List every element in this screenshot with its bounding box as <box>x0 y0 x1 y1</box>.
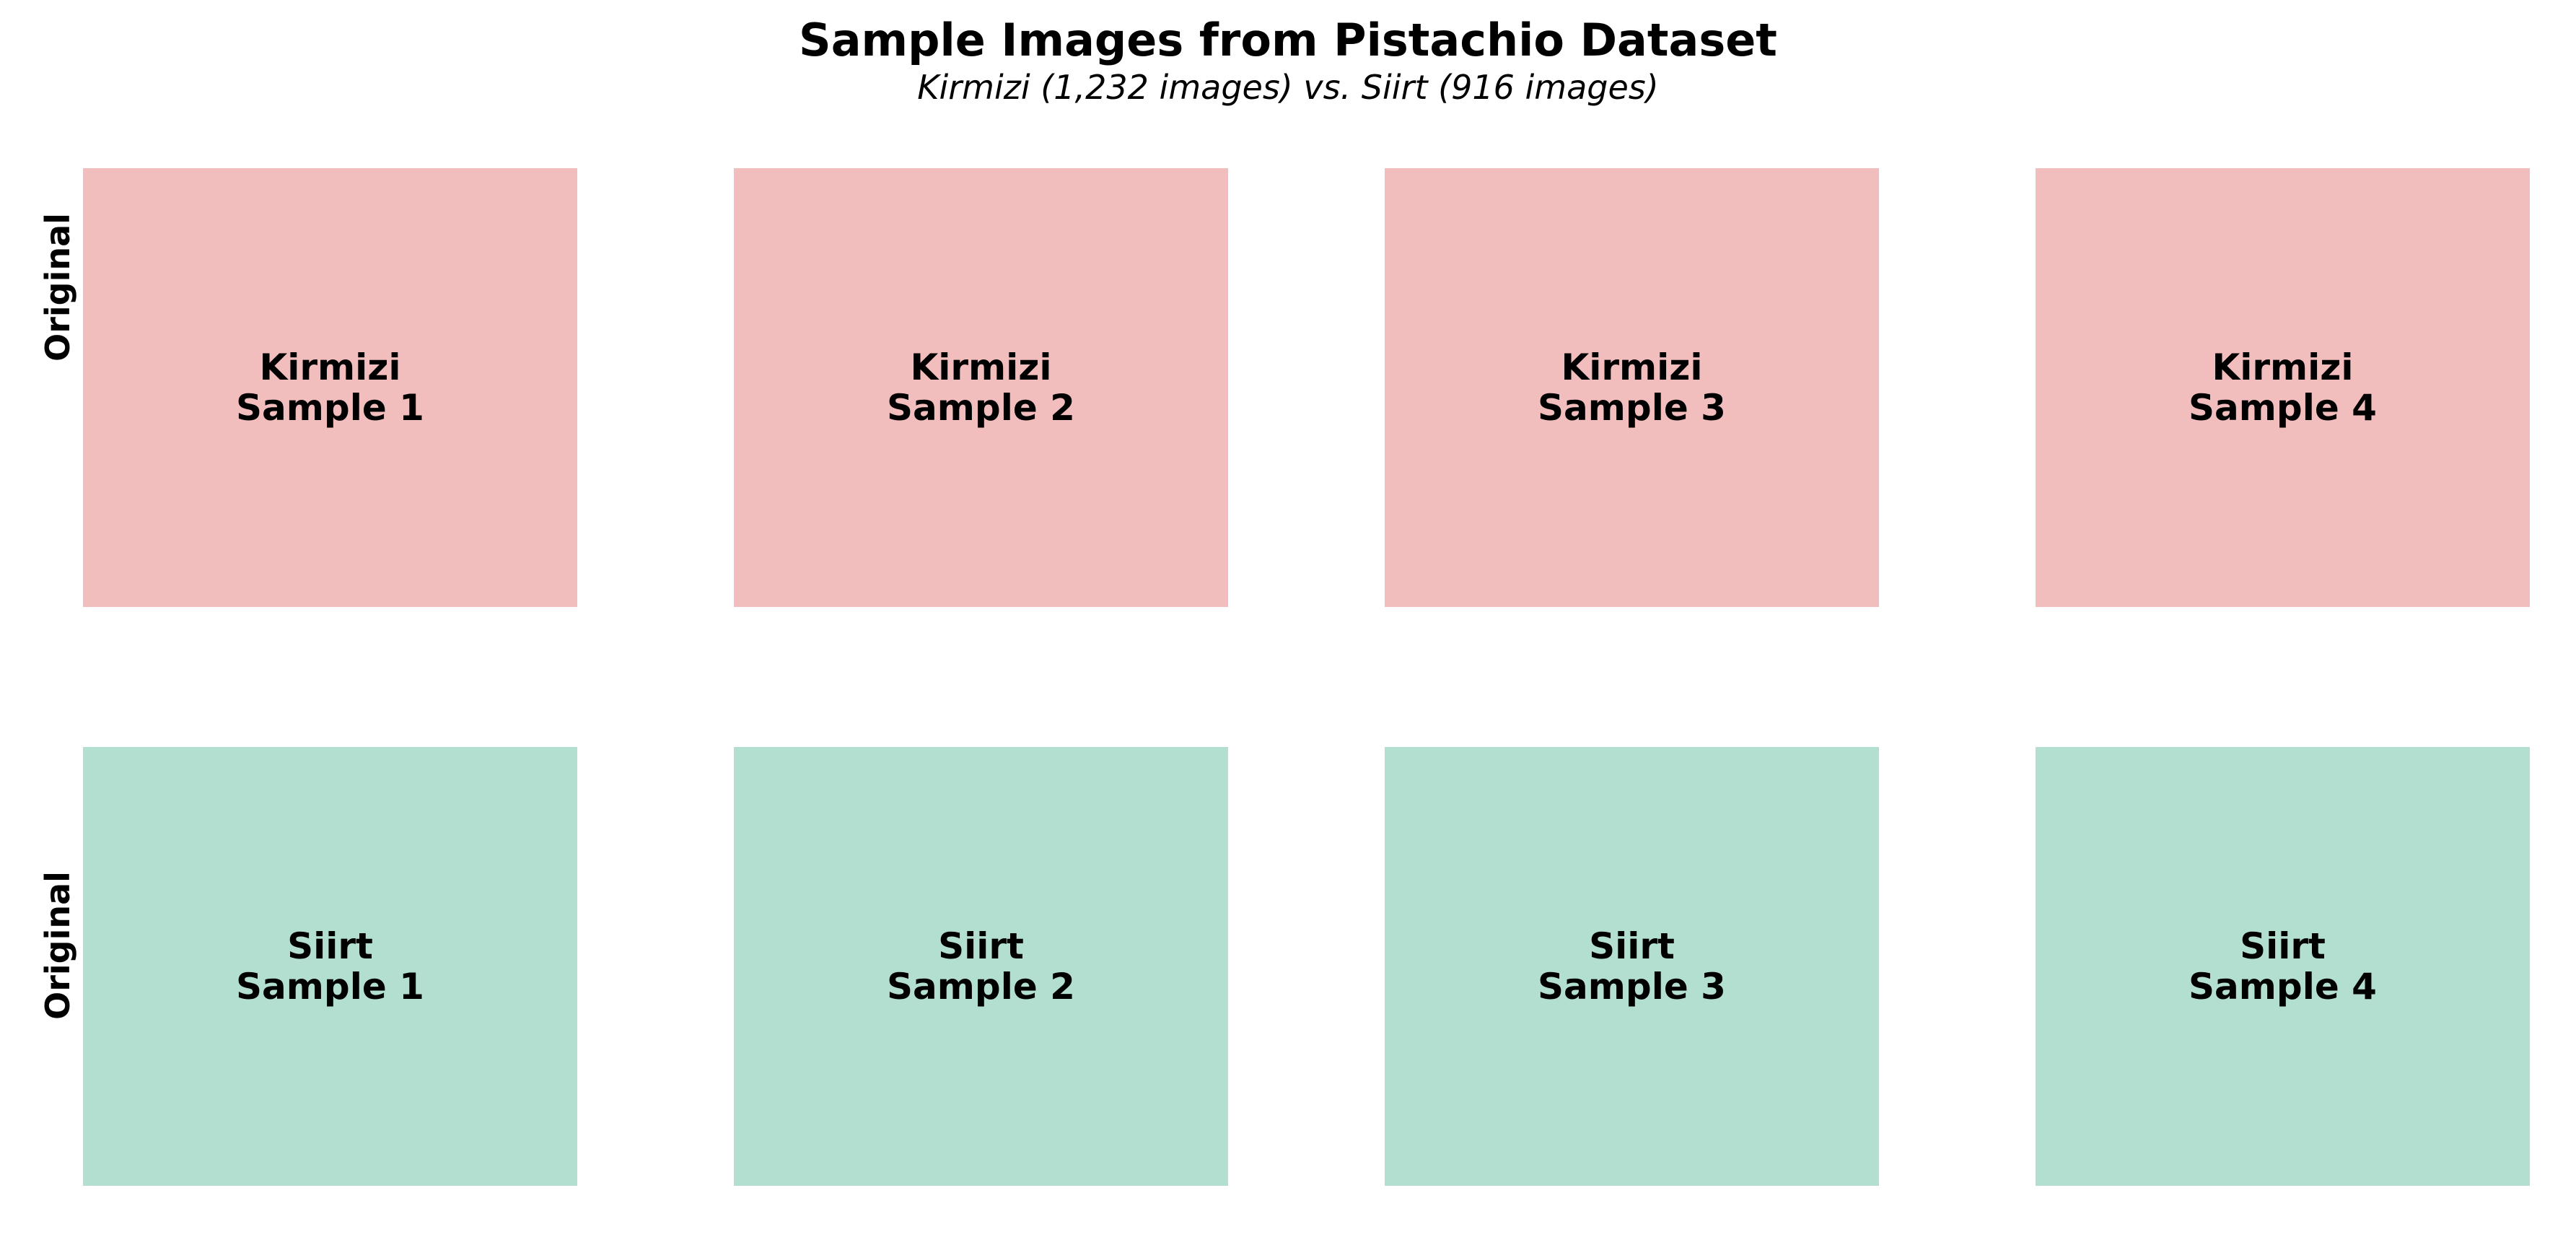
panel-sample-number: Sample 3 <box>1538 387 1726 429</box>
panel-class-name: Siirt <box>1589 925 1675 967</box>
panel-class-name: Siirt <box>2240 925 2326 967</box>
figure-subtitle: Kirmizi (1,232 images) vs. Siirt (916 im… <box>917 68 1659 107</box>
panel-class-name: Kirmizi <box>2212 346 2354 388</box>
kirmizi-sample-3-panel: Kirmizi Sample 3 <box>1385 168 1879 607</box>
panel-sample-number: Sample 3 <box>1538 966 1726 1008</box>
siirt-sample-2-label: Siirt Sample 2 <box>887 926 1075 1007</box>
siirt-sample-1-label: Siirt Sample 1 <box>236 926 424 1007</box>
panel-class-name: Kirmizi <box>259 346 401 388</box>
panel-sample-number: Sample 2 <box>887 966 1075 1008</box>
siirt-sample-2-panel: Siirt Sample 2 <box>734 747 1228 1186</box>
panel-class-name: Kirmizi <box>910 346 1052 388</box>
kirmizi-sample-1-label: Kirmizi Sample 1 <box>236 347 424 428</box>
panel-sample-number: Sample 4 <box>2189 387 2377 429</box>
siirt-sample-3-label: Siirt Sample 3 <box>1538 926 1726 1007</box>
panel-class-name: Siirt <box>938 925 1024 967</box>
siirt-sample-4-panel: Siirt Sample 4 <box>2036 747 2530 1186</box>
panel-sample-number: Sample 2 <box>887 387 1075 429</box>
siirt-sample-1-panel: Siirt Sample 1 <box>83 747 577 1186</box>
panel-sample-number: Sample 4 <box>2189 966 2377 1008</box>
siirt-sample-3-panel: Siirt Sample 3 <box>1385 747 1879 1186</box>
figure-title: Sample Images from Pistachio Dataset <box>799 14 1777 66</box>
panel-sample-number: Sample 1 <box>236 387 424 429</box>
kirmizi-sample-1-panel: Kirmizi Sample 1 <box>83 168 577 607</box>
panel-class-name: Kirmizi <box>1561 346 1703 388</box>
panel-sample-number: Sample 1 <box>236 966 424 1008</box>
kirmizi-sample-2-panel: Kirmizi Sample 2 <box>734 168 1228 607</box>
kirmizi-sample-4-label: Kirmizi Sample 4 <box>2189 347 2377 428</box>
row-label-siirt: Original <box>38 871 77 1020</box>
panel-class-name: Siirt <box>287 925 373 967</box>
row-label-kirmizi: Original <box>38 213 77 362</box>
kirmizi-sample-2-label: Kirmizi Sample 2 <box>887 347 1075 428</box>
siirt-sample-4-label: Siirt Sample 4 <box>2189 926 2377 1007</box>
kirmizi-sample-3-label: Kirmizi Sample 3 <box>1538 347 1726 428</box>
kirmizi-sample-4-panel: Kirmizi Sample 4 <box>2036 168 2530 607</box>
